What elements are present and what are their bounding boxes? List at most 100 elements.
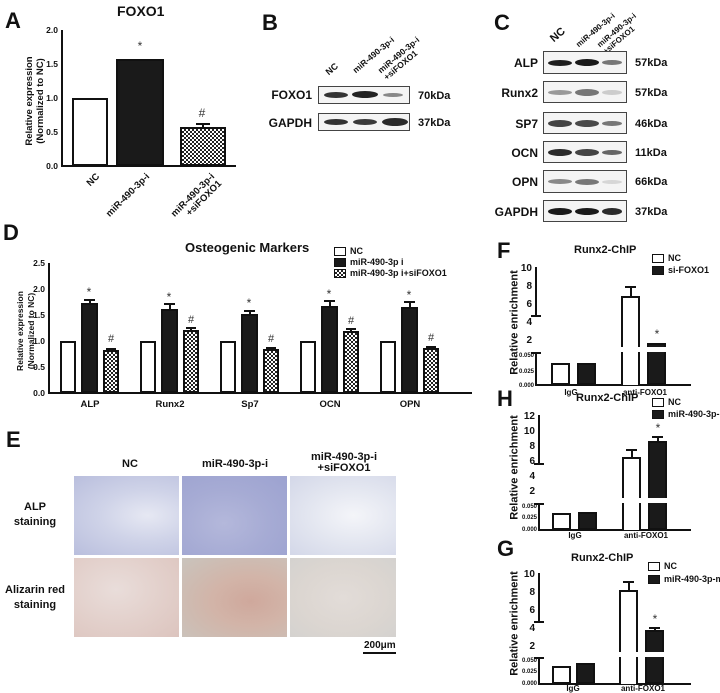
error-cap	[196, 123, 210, 125]
x-tick-ocn: OCN	[319, 399, 341, 410]
legend-label: NC	[350, 246, 363, 256]
y-tick: 8	[526, 281, 532, 292]
kda-label: 66kDa	[635, 176, 668, 188]
bar-opn-nc	[380, 341, 396, 393]
bar-antifoxo1-si	[647, 343, 666, 385]
y-tick: 0.0	[33, 388, 45, 398]
bar-igg-nc	[552, 666, 571, 684]
legend-swatch-nc	[648, 562, 660, 571]
significance-star: *	[654, 327, 660, 341]
blot-ocn	[543, 141, 627, 163]
blot-sp7	[543, 112, 627, 134]
panel-label-c: C	[494, 10, 510, 35]
significance-hash: #	[187, 314, 195, 326]
y-tick: 0.025	[518, 369, 534, 375]
alp-staining-nc-image	[74, 476, 179, 555]
column-label-nc: NC	[122, 458, 138, 470]
panel-label-b: B	[262, 10, 278, 35]
x-tick-mir: miR-490-3p-i	[103, 171, 153, 220]
bar-igg-mir	[576, 663, 595, 684]
panel-label-h: H	[497, 386, 513, 411]
significance-hash: #	[107, 333, 115, 345]
x-tick-alp: ALP	[80, 399, 100, 410]
column-label-mir: miR-490-3p-i	[201, 458, 269, 470]
bar-antifoxo1-mir	[645, 630, 664, 684]
bar-antifoxo1-nc	[622, 457, 641, 530]
bar-alp-mir-si	[103, 350, 119, 393]
alp-staining-mir-image	[182, 476, 287, 555]
blot-label-runx2: Runx2	[501, 86, 538, 100]
y-tick: 10	[520, 263, 532, 274]
alp-staining-mir-si-image	[290, 476, 396, 555]
legend-swatch-nc	[334, 247, 346, 256]
bar-mir-490-3p-i-sifoxo1	[180, 127, 226, 166]
alizarin-staining-mir-si-image	[290, 558, 396, 637]
y-tick: 1.5	[33, 310, 45, 320]
row-label-alizarin: Alizarin red staining	[5, 584, 65, 611]
x-tick-antifoxo1: anti-FOXO1	[620, 684, 665, 693]
bar-sp7-nc	[220, 341, 236, 393]
significance-star: *	[166, 290, 172, 304]
bar-mir-490-3p-i	[116, 59, 164, 166]
blot-label-foxo1: FOXO1	[271, 88, 312, 102]
chart-title-d: Osteogenic Markers	[185, 240, 310, 255]
scale-bar-label: 200μm	[364, 640, 396, 651]
y-tick: 4	[529, 623, 535, 634]
legend-label: miR-490-3p-m	[664, 574, 720, 584]
y-tick: 4	[526, 317, 532, 328]
panel-label-g: G	[497, 536, 515, 561]
error-bar	[202, 123, 204, 128]
y-tick: 2.0	[46, 25, 58, 35]
legend-label: si-FOXO1	[668, 265, 710, 275]
y-tick: 1.0	[46, 93, 58, 103]
legend-label: miR-490-3p i+siFOXO1	[350, 268, 447, 278]
y-tick: 6	[529, 605, 535, 616]
kda-label: 57kDa	[635, 87, 668, 99]
y-tick: 0.000	[521, 527, 537, 533]
bar-sp7-mir	[241, 314, 258, 393]
panel-label-d: D	[3, 220, 19, 245]
legend-swatch-mir	[334, 258, 346, 267]
bar-nc	[72, 98, 108, 166]
legend-label: miR-490-3p-i	[668, 409, 720, 419]
chart-title-h: Runx2-ChIP	[576, 392, 639, 404]
y-tick: 6	[526, 299, 532, 310]
legend-swatch-mir	[648, 575, 660, 584]
x-tick-runx2: Runx2	[155, 399, 185, 410]
legend-swatch-nc	[652, 254, 664, 263]
column-label-mir-si: miR-490-3p-i +siFOXO1	[310, 451, 378, 474]
legend-swatch-mir	[652, 410, 664, 419]
kda-label: 57kDa	[635, 57, 668, 69]
y-tick: 2	[529, 641, 535, 652]
significance-star: *	[137, 39, 143, 53]
bar-runx2-mir	[161, 309, 178, 393]
panel-label-e: E	[6, 427, 21, 452]
bar-igg-nc	[551, 363, 570, 385]
panel-label-a: A	[5, 8, 21, 33]
y-tick: 1.5	[46, 59, 58, 69]
panel-label-f: F	[497, 238, 511, 263]
y-tick: 2.0	[33, 284, 45, 294]
blot-label-alp: ALP	[514, 56, 538, 70]
y-tick: 0.050	[518, 353, 534, 359]
kda-label: 11kDa	[635, 147, 667, 159]
significance-hash: #	[198, 106, 206, 120]
y-tick: 0.025	[521, 669, 537, 675]
alizarin-staining-mir-image	[182, 558, 287, 637]
bar-runx2-mir-si	[183, 330, 199, 393]
legend-swatch-nc	[652, 398, 664, 407]
lane-label-nc: NC	[323, 60, 340, 77]
significance-star: *	[326, 287, 332, 301]
x-tick-antifoxo1: anti-FOXO1	[623, 531, 668, 540]
bar-opn-mir-si	[423, 348, 439, 393]
blot-opn	[543, 170, 627, 193]
y-tick: 1.0	[33, 336, 45, 346]
blot-label-opn: OPN	[511, 175, 538, 189]
x-tick-igg: IgG	[564, 388, 578, 397]
blot-label-ocn: OCN	[511, 146, 538, 160]
kda-label: 46kDa	[635, 118, 668, 130]
blot-alp	[543, 51, 627, 74]
significance-star: *	[652, 612, 658, 626]
legend-label: NC	[664, 561, 677, 571]
x-axis-h	[538, 529, 691, 531]
